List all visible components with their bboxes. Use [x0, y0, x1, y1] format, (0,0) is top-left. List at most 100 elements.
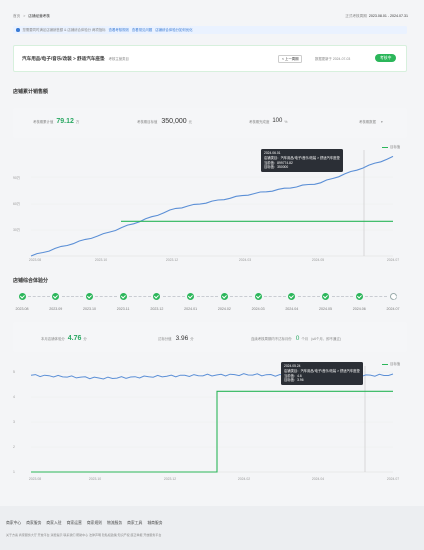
- month-status-icon: [153, 293, 161, 300]
- notice-bar: 您需要同时满足店铺销售额 & 店铺综合体验分 两项指标 查看考核规则 查看常见问…: [13, 26, 407, 34]
- notice-link-optimize[interactable]: 店铺综合体验分如何优化: [155, 27, 193, 32]
- exp-y-tick: 1: [13, 470, 15, 474]
- sales-y-tick: 90万: [13, 176, 21, 180]
- sales-target-unit: 元: [188, 120, 193, 125]
- legend-line-icon: [382, 363, 388, 365]
- tooltip-current: 当前值：899774.82: [264, 160, 293, 165]
- shop-category-subtitle: 考核主营类目: [108, 56, 129, 61]
- sales-kpi-unit: 万: [75, 120, 80, 125]
- exp-y-tick: 3: [13, 420, 15, 424]
- experience-legend[interactable]: 目标值: [382, 362, 400, 366]
- month-status-icon: [322, 293, 330, 300]
- sales-tooltip: 2024.06.01 店铺类目：汽车用品/电子/音乐/改装 > 舒适汽车座垫 当…: [261, 149, 343, 173]
- notice-link-rules[interactable]: 查看考核规则: [108, 27, 129, 32]
- exp-x-tick: 2023.10: [88, 477, 102, 481]
- exp-x-tick: 2023.08: [28, 477, 42, 481]
- experience-target-line: [31, 390, 393, 473]
- exp-target-label: 达标分值: [158, 336, 172, 341]
- exp-months-note: (≤6个月，即不通过): [311, 336, 341, 341]
- exp-months-unit: 个月: [301, 336, 309, 341]
- sales-x-tick: 2024.07: [386, 258, 400, 262]
- month-connector: [196, 296, 219, 297]
- exp-kpi-value: 4.76: [67, 335, 82, 342]
- footer-nav-item[interactable]: 城商服务: [147, 521, 163, 525]
- footer-nav-item[interactable]: 商家服务: [26, 521, 42, 525]
- sales-completion-label: 考核期完成度: [249, 119, 270, 124]
- exp-y-tick: 2: [13, 445, 15, 449]
- experience-legend-label: 目标值: [390, 362, 401, 366]
- footer-nav-item[interactable]: 商家工具: [127, 521, 143, 525]
- month-connector: [95, 296, 118, 297]
- month-label: 2024.05: [319, 307, 333, 311]
- month-status-icon: [85, 293, 93, 300]
- exp-months-value: 0: [295, 335, 300, 342]
- experience-chart: [30, 366, 394, 473]
- month-connector: [61, 296, 84, 297]
- exp-target-unit: 分: [190, 336, 194, 341]
- month-status-icon: [288, 293, 296, 300]
- month-status-icon: [254, 293, 262, 300]
- month-status-icon: [119, 293, 127, 300]
- assessing-button[interactable]: 考核中: [375, 54, 397, 62]
- month-status-icon: [18, 293, 26, 300]
- sales-legend[interactable]: 目标值: [382, 145, 400, 149]
- month-label: 2024.02: [217, 307, 231, 311]
- legend-line-icon: [382, 146, 388, 148]
- month-connector: [129, 296, 151, 297]
- sales-chart: [30, 150, 394, 257]
- tooltip-current: 当前值：4.6: [284, 373, 302, 378]
- sales-kpi-label: 考核期累计值: [33, 120, 54, 125]
- month-connector: [365, 296, 387, 297]
- month-status-icon: [355, 293, 363, 300]
- experience-tooltip: 2024.05.24 店铺类目：汽车用品/电子/音乐/改装 > 舒适汽车座垫 当…: [281, 362, 363, 386]
- footer-nav-item[interactable]: 商家规则: [86, 521, 102, 525]
- exp-x-tick: 2024.07: [386, 477, 400, 481]
- footer-nav-item[interactable]: 商家运营: [66, 521, 82, 525]
- exp-kpi-unit: 分: [83, 337, 87, 342]
- month-label: 2024.04: [285, 307, 299, 311]
- footer-nav-item[interactable]: 物流服务: [106, 521, 123, 525]
- month-label: 2023.11: [116, 307, 130, 311]
- sales-series-line: [30, 155, 394, 257]
- month-label: 2023.08: [15, 307, 29, 311]
- footer-nav-item[interactable]: 商家入驻: [46, 521, 62, 525]
- exp-y-tick: 4: [13, 395, 15, 399]
- info-icon: [16, 28, 20, 32]
- exp-x-tick: 2024.04: [311, 477, 325, 481]
- shop-header: 汽车用品/电子/音乐/改装 > 舒适汽车座垫 考核主营类目 < 上一周期 数据更…: [13, 45, 407, 72]
- breadcrumb-current: 店铺经营考核: [28, 14, 50, 18]
- footer: 商家中心 商家服务 商家入驻 商家运营 商家规则 物流服务 商家工具 城商服务 …: [0, 506, 424, 550]
- sales-target-label: 考核期目标值: [137, 120, 158, 125]
- sales-x-tick: 2024.05: [311, 258, 325, 262]
- shop-category-title: 汽车用品/电子/音乐/改装 > 舒适汽车座垫: [22, 56, 105, 61]
- sales-y-tick: 60万: [13, 202, 21, 206]
- sales-target-value: 350,000: [161, 118, 187, 125]
- sales-x-tick: 2023.08: [28, 258, 42, 262]
- chevron-down-icon: ▾: [380, 120, 383, 124]
- tooltip-category: 店铺类目：汽车用品/电子/音乐/改装 > 舒适汽车座垫: [284, 368, 360, 373]
- sales-kpi-value: 79.12: [56, 118, 74, 125]
- data-update-time: 数据更新于 2024-07-03: [315, 57, 351, 61]
- tooltip-target: 目标值：350000: [264, 165, 289, 170]
- sales-title: 店铺累计销售额: [13, 89, 49, 95]
- month-label: 2023.10: [82, 307, 96, 311]
- experience-title: 店铺综合体验分: [13, 278, 49, 284]
- tooltip-target: 目标值：3.96: [284, 378, 304, 383]
- sales-x-tick: 2024.03: [238, 258, 252, 262]
- month-connector: [264, 296, 286, 297]
- sales-x-tick: 2023.12: [165, 258, 179, 262]
- exp-x-tick: 2023.12: [163, 477, 177, 481]
- prev-cycle-button[interactable]: < 上一周期: [278, 55, 303, 64]
- exp-kpi-label: 本月店铺体验分: [41, 337, 65, 342]
- month-connector: [162, 296, 185, 297]
- month-connector: [230, 296, 253, 297]
- breadcrumb-home[interactable]: 首页: [13, 14, 21, 18]
- notice-text: 您需要同时满足店铺销售额 & 店铺综合体验分 两项指标: [22, 27, 106, 32]
- notice-link-faq[interactable]: 查看常见问题: [131, 27, 153, 32]
- sales-kpi-bar: 考核期累计值 79.12 万 考核期目标值 350,000 元 考核期完成度 1…: [13, 108, 407, 138]
- footer-nav-item[interactable]: 商家中心: [6, 521, 22, 525]
- footer-links[interactable]: 关于方案 商家服务大厅 开放平台 消费提示 联系我们 帮助中心 法律声明 隐私权…: [6, 533, 162, 537]
- tooltip-category: 店铺类目：汽车用品/电子/音乐/改装 > 舒适汽车座垫: [264, 155, 340, 160]
- month-connector: [297, 296, 320, 297]
- sales-dropdown[interactable]: 考核期数据 ▾: [359, 120, 383, 124]
